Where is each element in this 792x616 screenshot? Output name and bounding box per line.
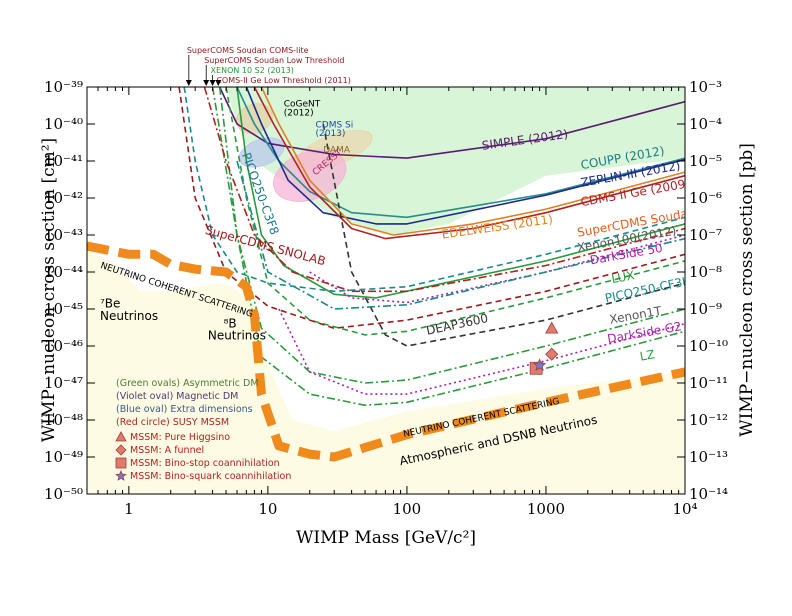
legend-marker-mssm-bino-squark-coannihilation	[115, 469, 127, 481]
curve-label-lux: LUX	[610, 268, 635, 286]
curve-label-2012: (2012)	[284, 108, 314, 118]
x-tick-label: 10⁴	[672, 500, 697, 518]
curve-label-2013: (2013)	[315, 129, 345, 139]
legend-item-mssm-a-funnel: MSSM: A funnel	[130, 445, 204, 456]
top-annotation-supercoms-soudan-low-threshold: SuperCOMS Soudan Low Threshold	[204, 56, 344, 65]
y-tick-label-left: 10⁻⁴⁵	[44, 300, 83, 318]
series-edelweiss-2011	[260, 87, 685, 236]
y-tick-label-right: 10⁻⁷	[689, 226, 722, 244]
region-neutrino-background	[87, 249, 685, 494]
regions-layer	[87, 87, 685, 494]
series-cdms-ii-ge-2009	[253, 87, 685, 240]
top-annotation-arrowhead	[185, 80, 192, 86]
series-deap3600	[322, 123, 685, 347]
top-annotation-arrowhead	[203, 80, 210, 86]
legend-item-mssm-pure-higgsino: MSSM: Pure Higgsino	[130, 432, 230, 443]
series-darkside-g2	[278, 308, 685, 395]
region-simple-excluded-region	[226, 87, 685, 235]
x-tick-label: 1	[124, 500, 134, 518]
y-tick-label-right: 10⁻⁴	[689, 115, 722, 133]
x-tick-label: 1000	[527, 500, 565, 518]
legend-line-green-ovals-asymmetric-dm: (Green ovals) Asymmetric DM	[116, 378, 259, 389]
y-tick-label-left: 10⁻⁴⁸	[44, 411, 83, 429]
y-tick-label-right: 10⁻¹³	[689, 448, 728, 466]
legend-line-violet-oval-magnetic-dm: (Violet oval) Magnetic DM	[116, 391, 238, 402]
series-xenon1t	[211, 87, 685, 384]
curve-label-dama: DAMA	[323, 145, 351, 155]
y-tick-label-right: 10⁻⁶	[689, 189, 722, 207]
ovals-layer	[236, 103, 373, 202]
y-axis-title-right: WIMP−nucleon cross section [pb]	[737, 143, 757, 437]
series-supercdms-soudan	[203, 87, 685, 293]
curve-label-deap3600: DEAP3600	[425, 311, 489, 338]
x-axis-title: WIMP Mass [GeV/c²]	[296, 528, 476, 548]
ticks-layer: 1 10 100 1000 10⁴ 10⁻³⁹ 10⁻⁴⁰ 10⁻⁴¹ 10⁻⁴² 10⁻⁴³ 10…	[44, 78, 728, 518]
y-tick-label-left: 10⁻⁴⁰	[44, 115, 83, 133]
y-tick-label-right: 10⁻⁹	[689, 300, 722, 318]
curve-label-be: ⁷Be	[100, 296, 120, 310]
series-darkside-50	[309, 234, 685, 304]
legend-marker-mssm-pure-higgsino	[115, 431, 127, 442]
legend-line-blue-oval-extra-dimensions: (Blue oval) Extra dimensions	[116, 404, 253, 415]
y-tick-label-left: 10⁻⁴⁴	[44, 263, 83, 281]
top-annotation-xenon-10-s2-2013: XENON 10 S2 (2013)	[211, 66, 294, 75]
top-annotation-supercoms-soudan-coms-lite: SuperCOMS Soudan COMS-lite	[187, 46, 309, 55]
y-tick-label-right: 10⁻³	[689, 78, 722, 96]
y-tick-label-left: 10⁻³⁹	[44, 78, 83, 96]
series-supercdms-snolab	[178, 87, 685, 330]
y-tick-label-left: 10⁻⁵⁰	[44, 485, 83, 503]
top-annotation-arrowhead	[209, 80, 216, 86]
y-tick-label-left: 10⁻⁴⁹	[44, 448, 83, 466]
series-pico250-c3f8	[183, 87, 685, 293]
legend-item-mssm-bino-squark-coannihilation: MSSM: Bino-squark coannihilation	[130, 471, 291, 482]
y-tick-label-right: 10⁻¹⁴	[689, 485, 728, 503]
y-tick-label-left: 10⁻⁴²	[44, 189, 83, 207]
legend-line-red-circle-susy-mssm: (Red circle) SUSY MSSM	[116, 417, 229, 428]
y-tick-label-left: 10⁻⁴⁷	[44, 374, 83, 392]
series-layer	[87, 87, 685, 462]
y-tick-label-left: 10⁻⁴³	[44, 226, 83, 244]
y-axis-title-left: WIMP−nucleon cross section [cm²]	[39, 138, 59, 442]
y-tick-label-right: 10⁻¹¹	[689, 374, 728, 392]
point-mssm-a-funnel	[545, 347, 559, 361]
curve-label-lz: LZ	[639, 347, 656, 363]
legend-layer: (Green ovals) Asymmetric DM (Violet oval)…	[115, 378, 291, 482]
y-tick-label-right: 10⁻⁸	[689, 263, 722, 281]
curve-label-neutrinos: Neutrinos	[208, 328, 266, 342]
y-tick-label-right: 10⁻⁵	[689, 152, 722, 170]
y-tick-label-right: 10⁻¹⁰	[689, 337, 728, 355]
points-layer	[529, 321, 559, 375]
legend-item-mssm-bino-stop-coannihilation: MSSM: Bino-stop coannihilation	[130, 458, 280, 469]
point-mssm-bino-squark-coannihilation	[532, 358, 547, 372]
legend-marker-mssm-a-funnel	[115, 444, 127, 456]
oval-cresst	[273, 149, 347, 202]
series-zeplin-iii-2012	[245, 87, 685, 225]
top-annotation-coms-ii-ge-low-threshold-2011: COMS-II Ge Low Threshold (2011)	[216, 76, 351, 85]
series-pico250-cf3i	[236, 160, 685, 310]
curve-label-neutrinos: Neutrinos	[100, 309, 158, 323]
legend-marker-mssm-bino-stop-coannihilation	[115, 457, 127, 469]
plot-frame	[86, 86, 686, 495]
series-xenon100-2012	[236, 87, 685, 299]
y-tick-label-left: 10⁻⁴¹	[44, 152, 83, 170]
series-neutrino-coherent-scattering	[87, 241, 685, 462]
y-tick-label-left: 10⁻⁴⁶	[44, 337, 83, 355]
curve-label-cogent: CoGeNT	[284, 99, 321, 109]
top-annotation-arrowhead	[215, 80, 222, 86]
x-tick-label: 100	[393, 500, 422, 518]
curve-label-cdms-si: CDMS Si	[315, 121, 353, 131]
x-tick-label: 10	[258, 500, 277, 518]
series-simple-2012	[218, 87, 685, 159]
y-tick-label-right: 10⁻¹²	[689, 411, 728, 429]
curve-label-b: ⁸B	[224, 316, 237, 330]
point-mssm-pure-higgsino	[545, 321, 559, 334]
series-lux	[225, 87, 685, 336]
